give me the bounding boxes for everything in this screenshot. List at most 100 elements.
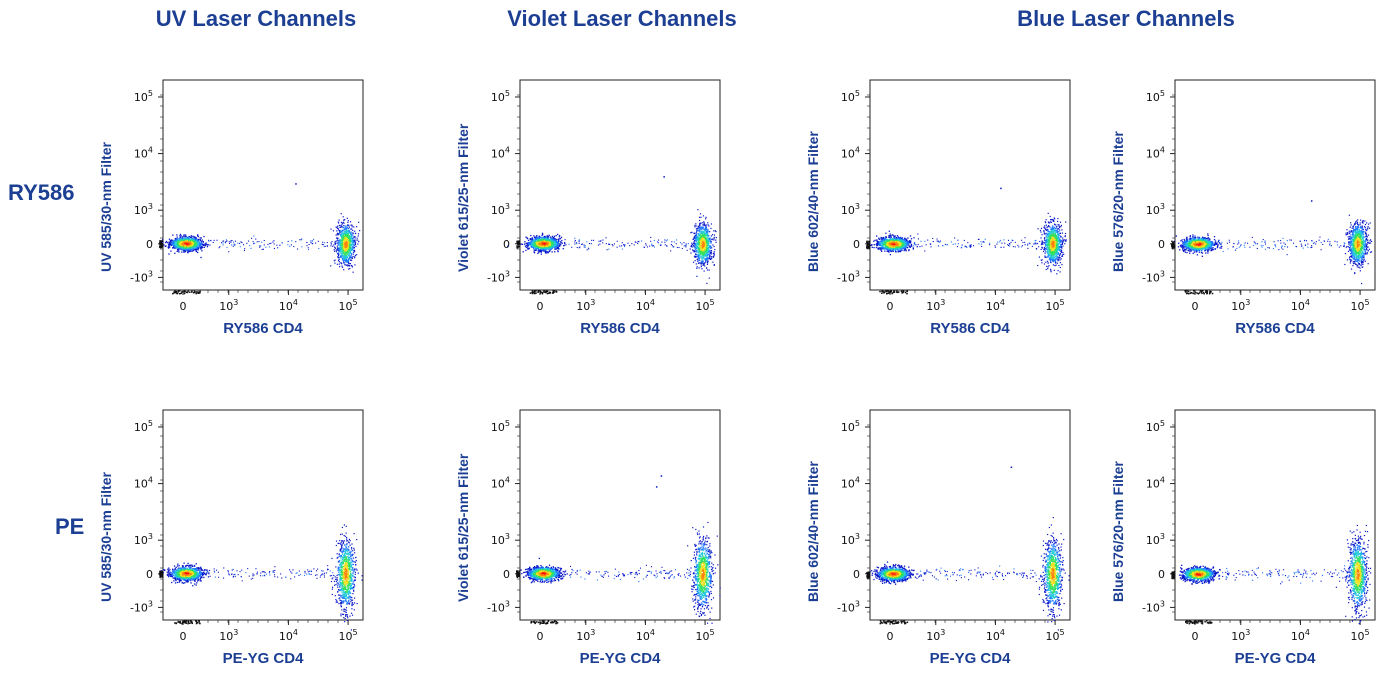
- y-tick-label: 0: [1158, 568, 1165, 581]
- y-tick-label: 105: [491, 419, 510, 434]
- plot-frame: [163, 410, 363, 620]
- y-tick-label: 0: [146, 238, 153, 251]
- plot-frame: [520, 410, 720, 620]
- y-tick-label: 103: [134, 202, 153, 217]
- scattered-event: [295, 183, 297, 185]
- y-axis-label: Violet 615/25-nm Filter: [455, 124, 471, 272]
- y-axis-label: Blue 576/20-nm Filter: [1110, 461, 1126, 602]
- y-tick-label: 103: [491, 532, 510, 547]
- x-tick-label: 103: [926, 628, 945, 643]
- y-tick-label: -103: [130, 269, 153, 284]
- y-tick-label: 103: [134, 532, 153, 547]
- x-axis-label: PE-YG CD4: [580, 650, 661, 667]
- x-tick-label: 105: [1351, 628, 1370, 643]
- y-tick-label: 103: [841, 532, 860, 547]
- x-axis-label: RY586 CD4: [580, 320, 659, 337]
- x-tick-label: 0: [887, 630, 894, 643]
- x-tick-label: 104: [986, 298, 1005, 313]
- x-axis-label: RY586 CD4: [223, 320, 302, 337]
- x-tick-label: 0: [537, 630, 544, 643]
- y-tick-label: 104: [491, 476, 510, 491]
- x-tick-label: 0: [887, 300, 894, 313]
- section-title-blue: Blue Laser Channels: [1017, 6, 1235, 32]
- plot-svg: 105 104 103 0 -103 0 103 104 105: [795, 400, 1085, 690]
- y-tick-label: 0: [853, 568, 860, 581]
- y-tick-label: 104: [841, 146, 860, 161]
- y-tick-label: -103: [837, 599, 860, 614]
- x-tick-label: 103: [926, 298, 945, 313]
- x-tick-label: 104: [636, 628, 655, 643]
- plot-frame: [163, 80, 363, 290]
- x-tick-label: 105: [339, 298, 358, 313]
- x-tick-label: 104: [1291, 628, 1310, 643]
- x-tick-label: 105: [696, 628, 715, 643]
- x-tick-label: 0: [180, 300, 187, 313]
- y-tick-label: 103: [841, 202, 860, 217]
- y-tick-label: 104: [1146, 476, 1165, 491]
- plot-svg: 105 104 103 0 -103 0 103 104 105: [795, 70, 1085, 360]
- y-tick-label: -103: [837, 269, 860, 284]
- x-tick-label: 105: [696, 298, 715, 313]
- y-tick-label: 0: [853, 238, 860, 251]
- y-tick-label: 105: [841, 89, 860, 104]
- y-tick-label: 105: [134, 89, 153, 104]
- y-tick-label: 105: [1146, 89, 1165, 104]
- plot-frame: [1175, 80, 1375, 290]
- row-label-pe: PE: [55, 514, 84, 540]
- x-axis-label: PE-YG CD4: [1235, 650, 1316, 667]
- x-tick-label: 104: [986, 628, 1005, 643]
- x-axis-label: PE-YG CD4: [930, 650, 1011, 667]
- y-tick-label: 0: [503, 238, 510, 251]
- y-axis-label: Violet 615/25-nm Filter: [455, 454, 471, 602]
- x-tick-label: 0: [1192, 300, 1199, 313]
- x-tick-label: 104: [279, 628, 298, 643]
- plot-frame: [870, 80, 1070, 290]
- plot-frame: [870, 410, 1070, 620]
- x-tick-label: 0: [180, 630, 187, 643]
- x-axis-label: RY586 CD4: [1235, 320, 1314, 337]
- y-axis-label: Blue 602/40-nm Filter: [805, 131, 821, 272]
- y-tick-label: 104: [1146, 146, 1165, 161]
- y-tick-label: -103: [130, 599, 153, 614]
- y-tick-label: 0: [146, 568, 153, 581]
- section-title-violet: Violet Laser Channels: [507, 6, 736, 32]
- y-tick-label: 105: [1146, 419, 1165, 434]
- scattered-event: [661, 475, 663, 477]
- y-axis-label: Blue 576/20-nm Filter: [1110, 131, 1126, 272]
- x-tick-label: 0: [537, 300, 544, 313]
- y-tick-label: 0: [1158, 238, 1165, 251]
- y-tick-label: 104: [491, 146, 510, 161]
- x-tick-label: 105: [339, 628, 358, 643]
- y-tick-label: 105: [491, 89, 510, 104]
- y-tick-label: 103: [1146, 532, 1165, 547]
- scatter-plot-3: 105 104 103 0 -103 0 103 104 105 Blue 602/40-nm F…: [795, 70, 1085, 360]
- x-tick-label: 105: [1046, 628, 1065, 643]
- scattered-event: [1011, 467, 1013, 469]
- scattered-event: [1311, 200, 1313, 202]
- x-tick-label: 0: [1192, 630, 1199, 643]
- plot-frame: [1175, 410, 1375, 620]
- x-axis-label: RY586 CD4: [930, 320, 1009, 337]
- x-tick-label: 103: [1231, 298, 1250, 313]
- x-tick-label: 103: [576, 628, 595, 643]
- y-tick-label: -103: [487, 269, 510, 284]
- y-axis-label: Blue 602/40-nm Filter: [805, 461, 821, 602]
- x-tick-label: 105: [1046, 298, 1065, 313]
- y-axis-label: UV 585/30-nm Filter: [98, 142, 114, 272]
- x-tick-label: 103: [1231, 628, 1250, 643]
- x-axis-label: PE-YG CD4: [223, 650, 304, 667]
- section-title-uv: UV Laser Channels: [156, 6, 357, 32]
- x-tick-label: 104: [279, 298, 298, 313]
- y-tick-label: 104: [841, 476, 860, 491]
- y-tick-label: 105: [841, 419, 860, 434]
